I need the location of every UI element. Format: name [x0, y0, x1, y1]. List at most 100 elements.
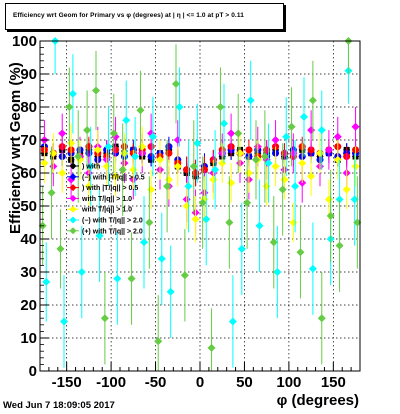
data-point [189, 162, 198, 171]
data-point [255, 221, 264, 230]
data-point [109, 129, 118, 138]
legend-label: (−) with |T/|q|| > 0.5 [82, 174, 145, 181]
data-point [296, 248, 305, 257]
grid-lines [40, 41, 360, 371]
data-point [163, 182, 172, 191]
legend-entry: (−) with T/|q|| > 2.0 [67, 216, 143, 225]
data-point [127, 274, 136, 283]
legend-entry: with T/|q|| > 1.0 [67, 205, 132, 214]
y-tick-label: 90 [20, 66, 37, 83]
series-5 [42, 37, 359, 368]
data-point [140, 238, 148, 247]
data-point [202, 215, 211, 224]
data-point [156, 155, 164, 164]
legend-entry: (+) with T/|q|| > 2.0 [67, 227, 143, 235]
data-point [216, 103, 225, 111]
data-point [165, 149, 173, 157]
data-point [198, 198, 207, 207]
y-tick-label: 80 [20, 99, 37, 116]
data-point [291, 182, 300, 191]
data-point [289, 218, 298, 227]
timestamp: Wed Jun 7 18:09:05 2017 [3, 400, 115, 411]
y-tick-label: 70 [20, 132, 37, 149]
data-point [307, 126, 316, 135]
data-point [182, 202, 191, 210]
x-tick-label: 150 [321, 374, 346, 391]
y-tick-label: 30 [20, 264, 37, 281]
data-point [326, 211, 335, 220]
legend-entry: ) with |T/|q|| > 0.5 [67, 184, 138, 192]
data-point [317, 126, 326, 135]
y-axis-title: Efficiency wrt Geom (%) [7, 62, 24, 234]
data-point [271, 136, 280, 144]
data-point [157, 254, 166, 263]
data-point [111, 172, 120, 181]
data-point [193, 139, 202, 148]
data-point [192, 169, 200, 177]
y-tick-label: 10 [20, 330, 37, 347]
data-point [65, 103, 74, 111]
data-point [207, 343, 216, 352]
data-point [225, 218, 234, 227]
data-point [172, 79, 180, 88]
series-6 [38, 37, 362, 371]
data-point [92, 86, 100, 95]
data-point [68, 89, 77, 98]
data-point [350, 195, 359, 204]
data-point [131, 152, 140, 161]
y-tick-label: 0 [29, 363, 37, 380]
data-point [40, 159, 49, 168]
data-point [271, 162, 280, 171]
data-point [243, 198, 252, 207]
data-point [56, 244, 65, 253]
data-point [300, 112, 308, 121]
y-tick-label: 50 [20, 198, 37, 215]
data-point [122, 116, 131, 125]
legend-entry: ) with [67, 162, 100, 171]
data-point [60, 317, 68, 326]
data-point [42, 277, 51, 286]
data-point [324, 145, 333, 154]
data-point [353, 218, 362, 227]
x-tick-label: 50 [236, 374, 253, 391]
data-point [148, 132, 157, 141]
data-point [351, 122, 360, 131]
data-point [93, 145, 102, 154]
data-point [183, 166, 191, 174]
data-point [244, 169, 253, 177]
chart-title: Efficiency wrt Geom for Primary vs φ (de… [13, 12, 244, 19]
data-point [260, 152, 269, 161]
title-box: Efficiency wrt Geom for Primary vs φ (de… [5, 3, 284, 30]
data-point [211, 165, 220, 174]
y-tick-label: 60 [20, 165, 37, 182]
data-point [184, 182, 193, 191]
data-point [218, 159, 227, 168]
data-point [317, 314, 326, 323]
data-point [85, 143, 93, 151]
x-tick-label: 100 [276, 374, 301, 391]
data-point [95, 231, 104, 240]
legend-marker [69, 216, 77, 224]
data-point [58, 129, 67, 138]
data-point [83, 126, 92, 135]
legend-marker [69, 194, 77, 202]
data-point [209, 175, 218, 184]
data-point [86, 162, 95, 171]
data-point [136, 106, 145, 115]
data-point [220, 119, 228, 128]
data-point [175, 103, 184, 111]
x-axis-title: φ (degrees) [277, 392, 359, 409]
data-point [246, 96, 255, 105]
data-point [298, 159, 307, 168]
data-point [164, 175, 173, 184]
x-tick-label: -100 [96, 374, 126, 391]
data-point [282, 132, 291, 141]
data-point [245, 146, 253, 154]
data-point [58, 169, 67, 177]
legend-marker [69, 227, 77, 235]
legend-label: (+) with T/|q|| > 2.0 [82, 228, 143, 235]
data-point [262, 182, 271, 191]
data-point [166, 287, 175, 296]
data-point [342, 185, 351, 194]
